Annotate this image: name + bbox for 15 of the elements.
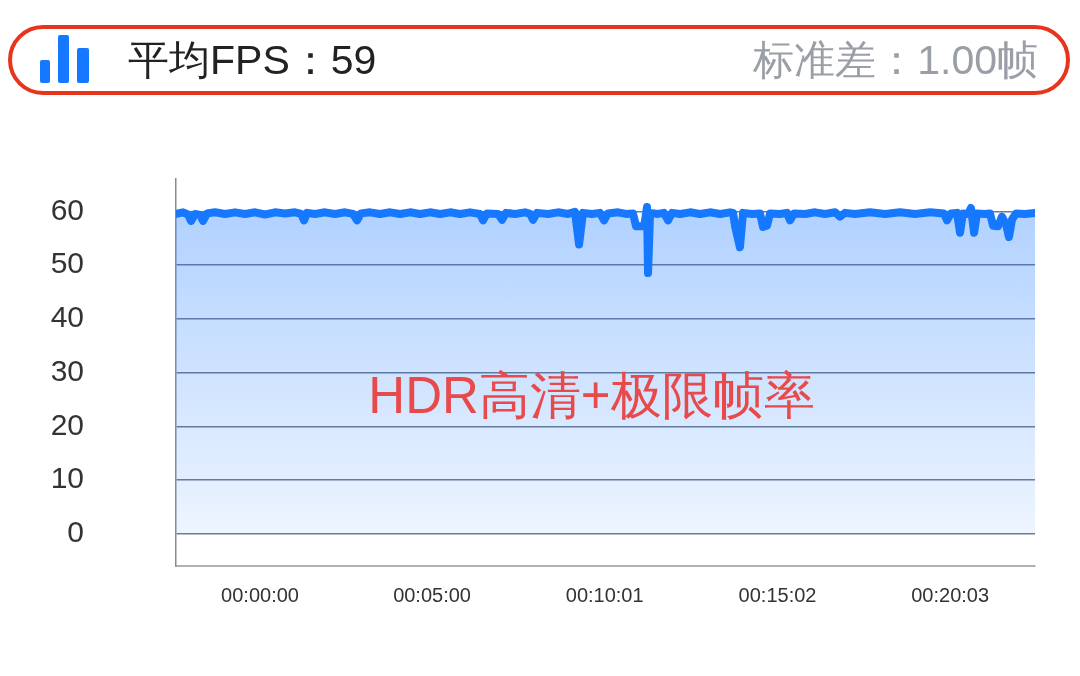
- y-tick-label: 0: [67, 515, 84, 549]
- x-tick-label: 00:20:03: [911, 583, 990, 606]
- annotation: HDR高清+极限帧率: [368, 366, 815, 424]
- y-tick-label: 20: [50, 407, 84, 441]
- y-tick-label: 60: [50, 192, 84, 226]
- x-tick-label: 00:15:02: [738, 583, 817, 606]
- x-tick-label: 00:00:00: [221, 583, 299, 606]
- chart-title: 平均FPS：59: [128, 36, 377, 85]
- chart-subtitle: 标准差：1.00帧: [753, 36, 1038, 85]
- y-tick-label: 40: [50, 300, 84, 334]
- y-tick-label: 50: [50, 246, 84, 280]
- y-tick-label: 30: [50, 353, 84, 387]
- x-tick-label: 00:10:01: [565, 583, 644, 606]
- y-tick-label: 10: [50, 461, 84, 495]
- x-tick-label: 00:05:00: [393, 583, 471, 606]
